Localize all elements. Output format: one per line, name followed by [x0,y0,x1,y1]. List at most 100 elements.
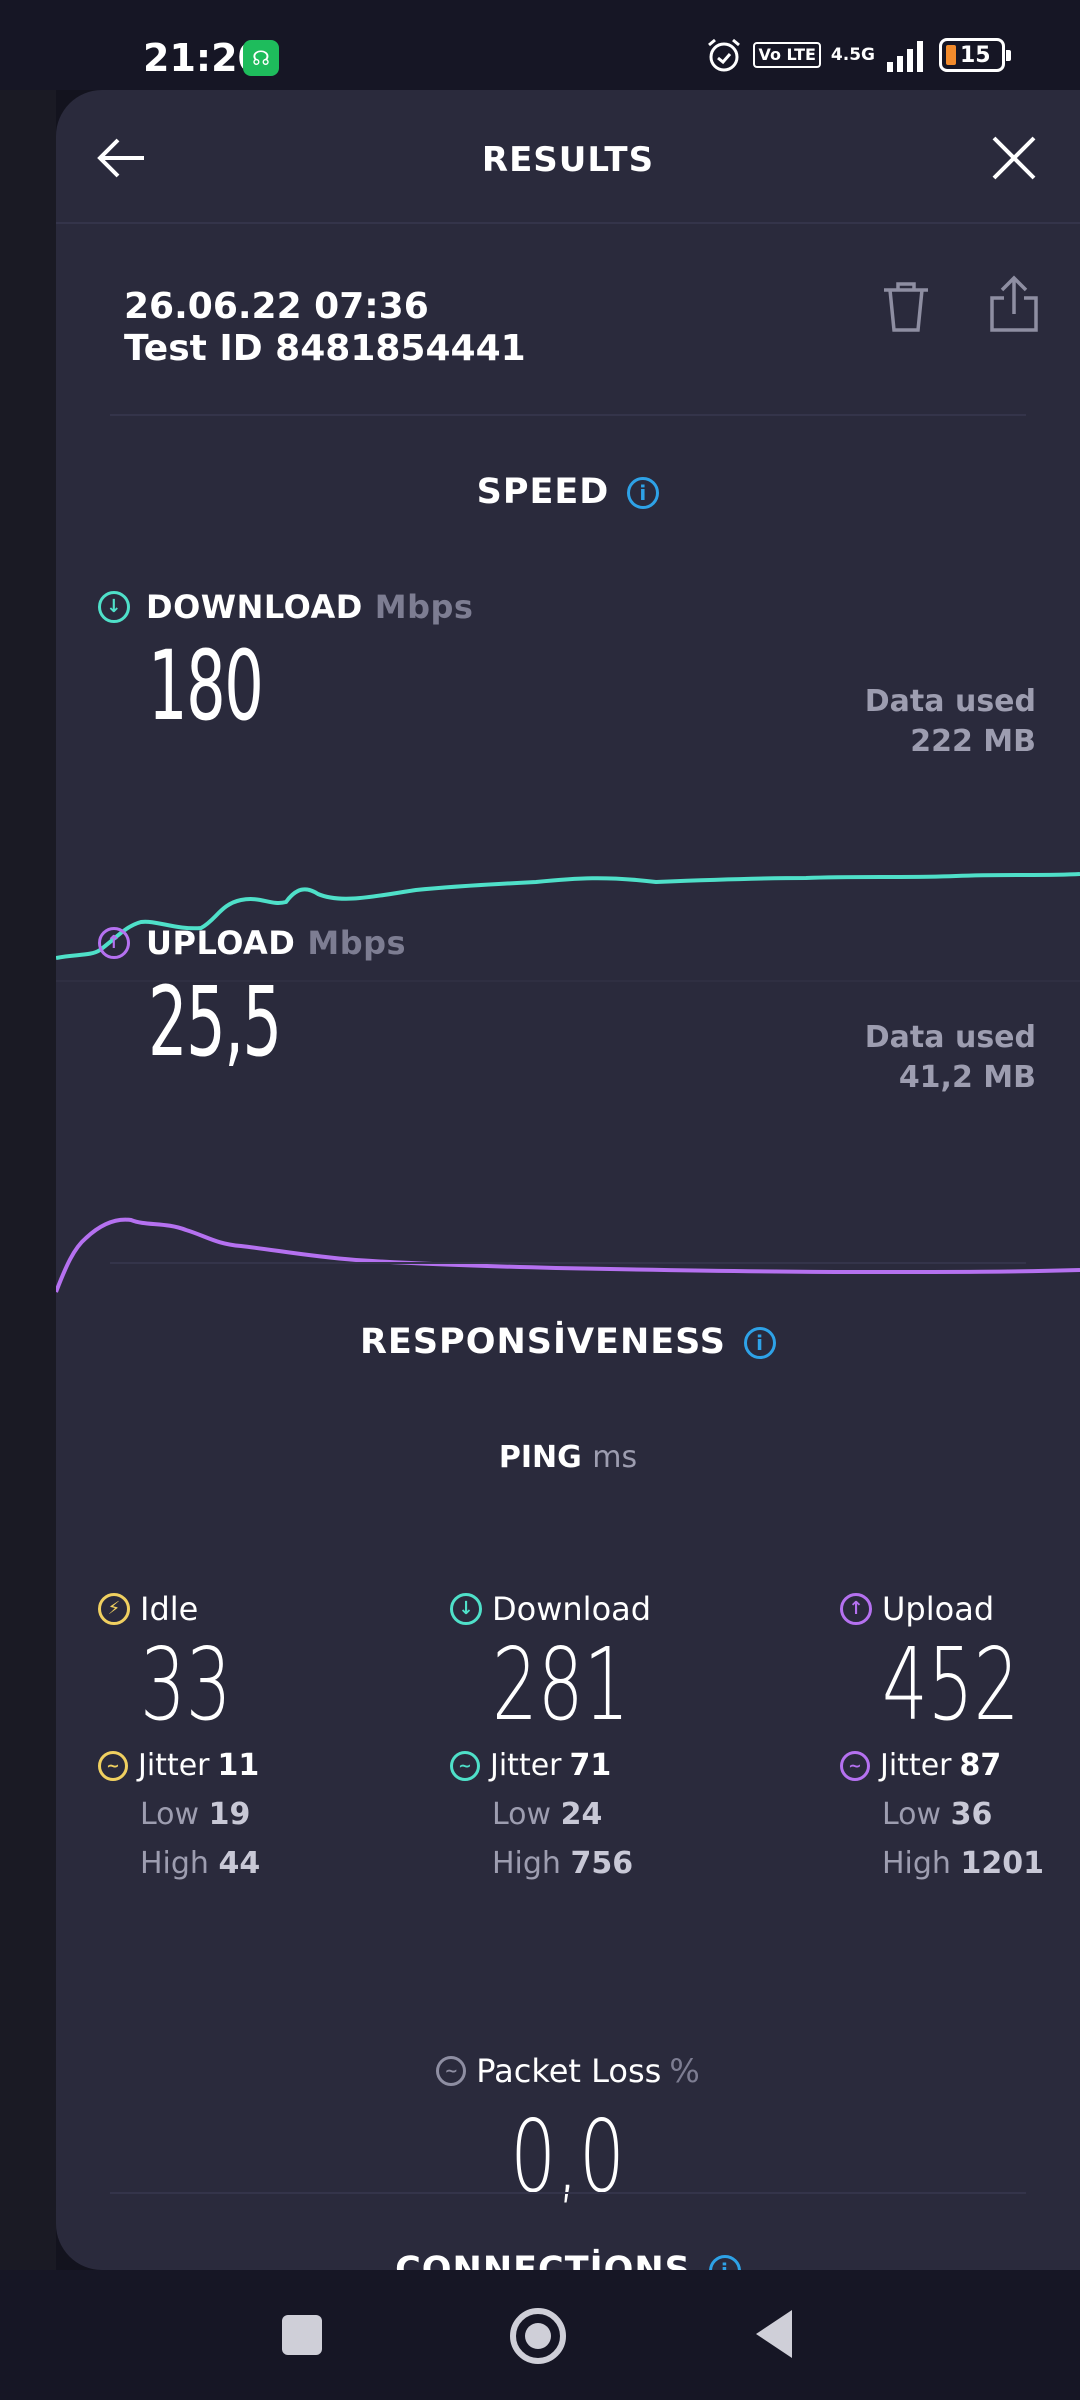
high-label: High [492,1846,561,1881]
divider [110,2192,1026,2194]
ping-idle-jitter: ~ Jitter 11 [98,1748,398,1783]
status-icons: Vo LTE 4.5G 15 [705,36,1011,74]
ping-download-low-value: 24 [560,1797,603,1832]
packet-loss-label: Packet Loss [476,2052,662,2090]
connections-info-icon[interactable]: i [708,2255,741,2270]
download-value: 180 [148,630,264,742]
back-arrow-icon[interactable] [92,128,152,188]
low-label: Low [140,1797,200,1832]
ping-upload-label: Upload [882,1590,995,1628]
ping-download-jitter-value: 71 [569,1748,612,1783]
share-icon[interactable] [984,272,1044,336]
ping-idle-high-value: 44 [218,1846,261,1881]
ping-idle-jitter-value: 11 [217,1748,260,1783]
test-id: Test ID 8481854441 [124,328,526,369]
test-datetime: 26.06.22 07:36 [124,286,429,327]
download-graph [56,872,1080,960]
upload-label: ↑ UPLOAD Mbps [98,924,406,962]
download-data-used-value: 222 MB [910,724,1036,759]
ping-download: ↓ Download 281 ~ Jitter 71 Low 24 High 75… [450,1590,750,1881]
jitter-icon: ~ [840,1750,870,1781]
back-button[interactable] [756,2310,792,2358]
volte-badge: Vo LTE [753,42,821,68]
upload-arrow-icon: ↑ [840,1593,872,1625]
status-bar: 21:20 ☊ Vo LTE 4.5G 15 [0,0,1080,90]
upload-unit: Mbps [307,924,407,962]
ping-upload-low-value: 36 [950,1797,993,1832]
upload-arrow-icon: ↑ [98,927,130,959]
ping-idle-value: 33 [140,1626,232,1743]
upload-graph [56,1217,1080,1293]
upload-data-used-value: 41,2 MB [898,1060,1036,1095]
divider [110,414,1026,416]
download-label-text: DOWNLOAD [146,588,363,626]
page-title: RESULTS [481,140,655,180]
download-arrow-icon: ↓ [450,1593,482,1625]
recents-button[interactable] [282,2315,322,2355]
ping-upload-value: 452 [882,1626,1020,1743]
download-arrow-icon: ↓ [98,591,130,623]
upload-label-text: UPLOAD [146,924,296,962]
speed-section-title: SPEED i [56,472,1080,512]
download-unit: Mbps [374,588,474,626]
ping-idle-label: Idle [140,1590,199,1628]
alarm-icon [708,38,741,72]
ping-idle-low: Low 19 [140,1797,398,1832]
high-label: High [882,1846,951,1881]
network-type: 4.5G [830,44,875,65]
packet-loss-wrap: 0,0 [56,2100,1080,2212]
signal-icon [887,41,923,72]
ping-upload-high: High 1201 [882,1846,1080,1881]
idle-icon: ⚡ [98,1593,130,1625]
low-label: Low [492,1797,552,1832]
divider [110,1262,1026,1264]
responsiveness-title-text: RESPONSİVENESS [359,1322,727,1362]
jitter-icon: ~ [450,1750,480,1781]
ping-upload-high-value: 1201 [960,1846,1045,1881]
ping-download-value: 281 [492,1626,630,1743]
responsiveness-info-icon[interactable]: i [744,1327,777,1359]
close-icon[interactable] [984,128,1044,188]
jitter-label: Jitter [880,1748,952,1783]
high-label: High [140,1846,209,1881]
responsiveness-section-title: RESPONSİVENESS i [56,1322,1080,1362]
ping-idle-header: ⚡ Idle [98,1590,398,1628]
speed-info-icon[interactable]: i [627,477,660,509]
ping-download-high: High 756 [492,1846,750,1881]
ping-upload-jitter: ~ Jitter 87 [840,1748,1080,1783]
packet-loss-unit: % [669,2052,700,2090]
battery-level: 15 [960,42,991,68]
download-data-used-label: Data used [864,684,1036,719]
ping-upload-low: Low 36 [882,1797,1080,1832]
connections-title-text: CONNECTİONS [395,2250,691,2270]
results-card: RESULTS 26.06.22 07:36 Test ID 848185444… [56,90,1080,2270]
connections-section-title: CONNECTİONS i [56,2250,1080,2270]
notification-app-icon: ☊ [243,40,279,76]
ping-download-jitter: ~ Jitter 71 [450,1748,750,1783]
ping-upload: ↑ Upload 452 ~ Jitter 87 Low 36 High 1201 [840,1590,1080,1881]
background-strip [0,90,56,2270]
low-label: Low [882,1797,942,1832]
ping-upload-jitter-value: 87 [959,1748,1002,1783]
ping-download-low: Low 24 [492,1797,750,1832]
ping-idle-high: High 44 [140,1846,398,1881]
ping-download-header: ↓ Download [450,1590,750,1628]
speed-title-text: SPEED [476,472,610,512]
delete-icon[interactable] [876,276,936,336]
packet-loss-header: ~ Packet Loss % [56,2052,1080,2090]
download-data-used: Data used 222 MB [865,682,1036,762]
divider [56,980,1080,982]
ping-header: PING ms [56,1440,1080,1475]
upload-value: 25,5 [148,966,282,1078]
packet-loss-icon: ~ [436,2056,467,2086]
packet-loss-value: 0,0 [510,2098,626,2215]
download-label: ↓ DOWNLOAD Mbps [98,588,473,626]
system-nav-bar [0,2270,1080,2400]
ping-download-label: Download [492,1590,652,1628]
ping-label: PING [498,1440,582,1475]
jitter-icon: ~ [98,1750,128,1781]
home-button[interactable] [510,2308,566,2364]
ping-idle-low-value: 19 [208,1797,251,1832]
jitter-label: Jitter [138,1748,210,1783]
ping-unit: ms [592,1440,638,1475]
